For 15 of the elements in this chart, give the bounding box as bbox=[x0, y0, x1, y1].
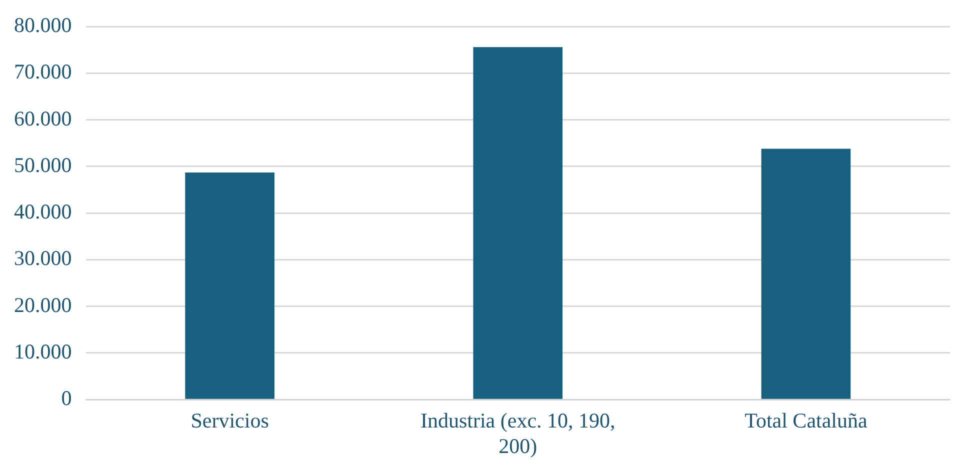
y-tick-label: 50.000 bbox=[14, 152, 72, 177]
y-tick-label: 0 bbox=[61, 386, 72, 410]
bar bbox=[185, 172, 274, 399]
y-tick-label: 70.000 bbox=[14, 60, 72, 84]
y-tick-label: 80.000 bbox=[14, 13, 72, 38]
y-tick-label: 60.000 bbox=[14, 106, 72, 130]
bar bbox=[761, 148, 851, 399]
x-tick-label: Total Cataluña bbox=[744, 408, 868, 433]
x-tick-label: Servicios bbox=[190, 408, 269, 433]
bar bbox=[473, 47, 563, 399]
y-tick-label: 40.000 bbox=[14, 200, 72, 224]
y-tick-label: 20.000 bbox=[14, 292, 72, 317]
y-tick-label: 10.000 bbox=[14, 339, 72, 364]
x-tick-label: Industria (exc. 10, 190, 200) bbox=[420, 408, 616, 458]
y-tick-label: 30.000 bbox=[14, 246, 72, 270]
